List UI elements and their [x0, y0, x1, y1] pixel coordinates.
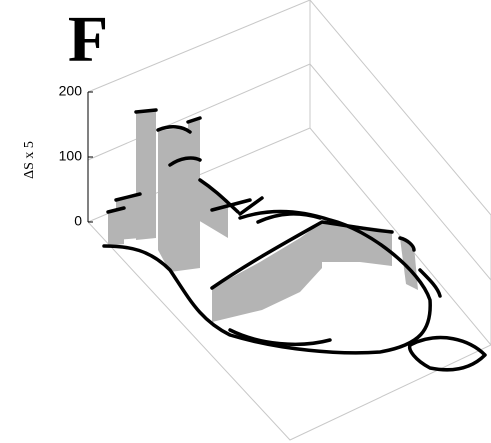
- z-axis: 0 100 200: [59, 83, 93, 229]
- z-tick-label: 200: [59, 83, 83, 99]
- panel-label: F: [68, 3, 108, 76]
- figure-panel: F ΔS x 5 0 100 200: [0, 0, 491, 443]
- z-tick-label: 0: [74, 213, 82, 229]
- ribbons: [108, 110, 418, 322]
- z-axis-label: ΔS x 5: [22, 141, 37, 179]
- z-tick-label: 100: [59, 148, 83, 164]
